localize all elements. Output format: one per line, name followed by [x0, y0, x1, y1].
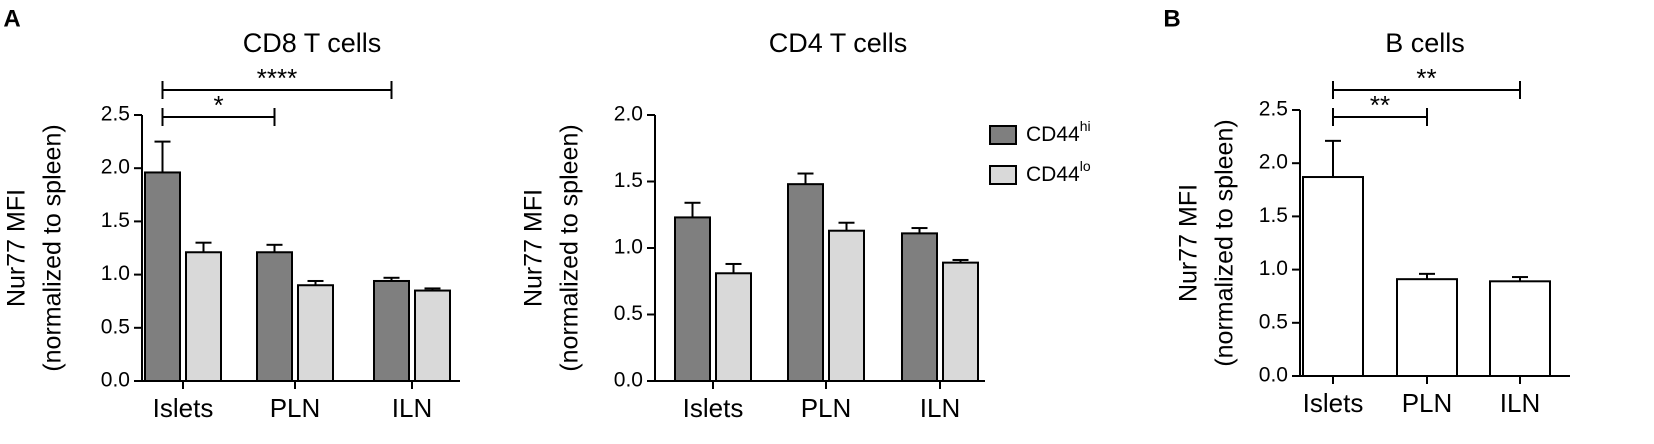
x-tick-label: PLN [801, 393, 852, 423]
y-tick-label: 2.0 [1259, 151, 1288, 174]
y-tick-label: 1.5 [101, 209, 130, 232]
y-tick-label: 0.0 [1259, 364, 1288, 387]
bar [297, 284, 334, 382]
legend-label: CD44lo [1026, 158, 1091, 186]
significance-label: * [213, 90, 223, 120]
bar [942, 261, 979, 383]
y-tick-label: 2.0 [614, 103, 643, 126]
legend-label: CD44hi [1026, 118, 1091, 146]
y-axis-label: (normalized to spleen) [556, 124, 584, 371]
bar [901, 232, 938, 382]
bar [1489, 280, 1551, 377]
x-tick-label: ILN [392, 393, 432, 423]
significance-label: ** [1370, 90, 1390, 120]
bar [144, 171, 181, 382]
bar [1302, 176, 1364, 377]
y-axis-label: (normalized to spleen) [1211, 119, 1239, 366]
y-tick-label: 0.0 [614, 369, 643, 392]
significance-bracket [1332, 81, 1521, 99]
y-axis-label: (normalized to spleen) [39, 124, 67, 371]
x-tick-label: ILN [920, 393, 960, 423]
panel-label: B [1163, 5, 1180, 32]
bar [256, 251, 293, 382]
bar [185, 251, 222, 382]
y-axis-label: Nur77 MFI [3, 189, 31, 307]
significance-bracket [1332, 108, 1428, 126]
x-tick-label: PLN [270, 393, 321, 423]
y-tick-label: 2.5 [101, 103, 130, 126]
y-tick-label: 2.0 [101, 156, 130, 179]
legend-swatch [989, 125, 1017, 145]
bar [373, 279, 410, 383]
y-tick-label: 0.5 [101, 315, 130, 338]
x-tick-label: Islets [153, 393, 214, 423]
y-tick-label: 1.5 [614, 169, 643, 192]
y-tick-label: 2.5 [1259, 98, 1288, 121]
y-tick-label: 0.0 [101, 369, 130, 392]
bar [715, 272, 752, 382]
y-tick-label: 0.5 [1259, 310, 1288, 333]
panel-label: A [3, 5, 20, 32]
x-tick-label: Islets [1303, 388, 1364, 418]
bar [674, 216, 711, 382]
y-tick-label: 1.0 [101, 262, 130, 285]
legend-swatch [989, 165, 1017, 185]
chart-title: CD4 T cells [769, 28, 908, 58]
x-tick-label: Islets [683, 393, 744, 423]
y-axis-label: Nur77 MFI [1175, 184, 1203, 302]
x-tick-label: ILN [1500, 388, 1540, 418]
y-tick-label: 1.0 [1259, 257, 1288, 280]
bar [787, 183, 824, 382]
y-axis-label: Nur77 MFI [520, 189, 548, 307]
y-tick-label: 0.5 [614, 302, 643, 325]
x-tick-label: PLN [1402, 388, 1453, 418]
chart-title: B cells [1385, 28, 1465, 58]
significance-bracket [161, 108, 276, 126]
bar [828, 229, 865, 382]
significance-bracket [161, 81, 393, 99]
bar [1396, 278, 1458, 377]
chart-title: CD8 T cells [243, 28, 382, 58]
y-tick-label: 1.0 [614, 236, 643, 259]
significance-label: ** [1416, 63, 1436, 93]
bar [414, 289, 451, 382]
y-tick-label: 1.5 [1259, 204, 1288, 227]
significance-label: **** [257, 63, 297, 93]
